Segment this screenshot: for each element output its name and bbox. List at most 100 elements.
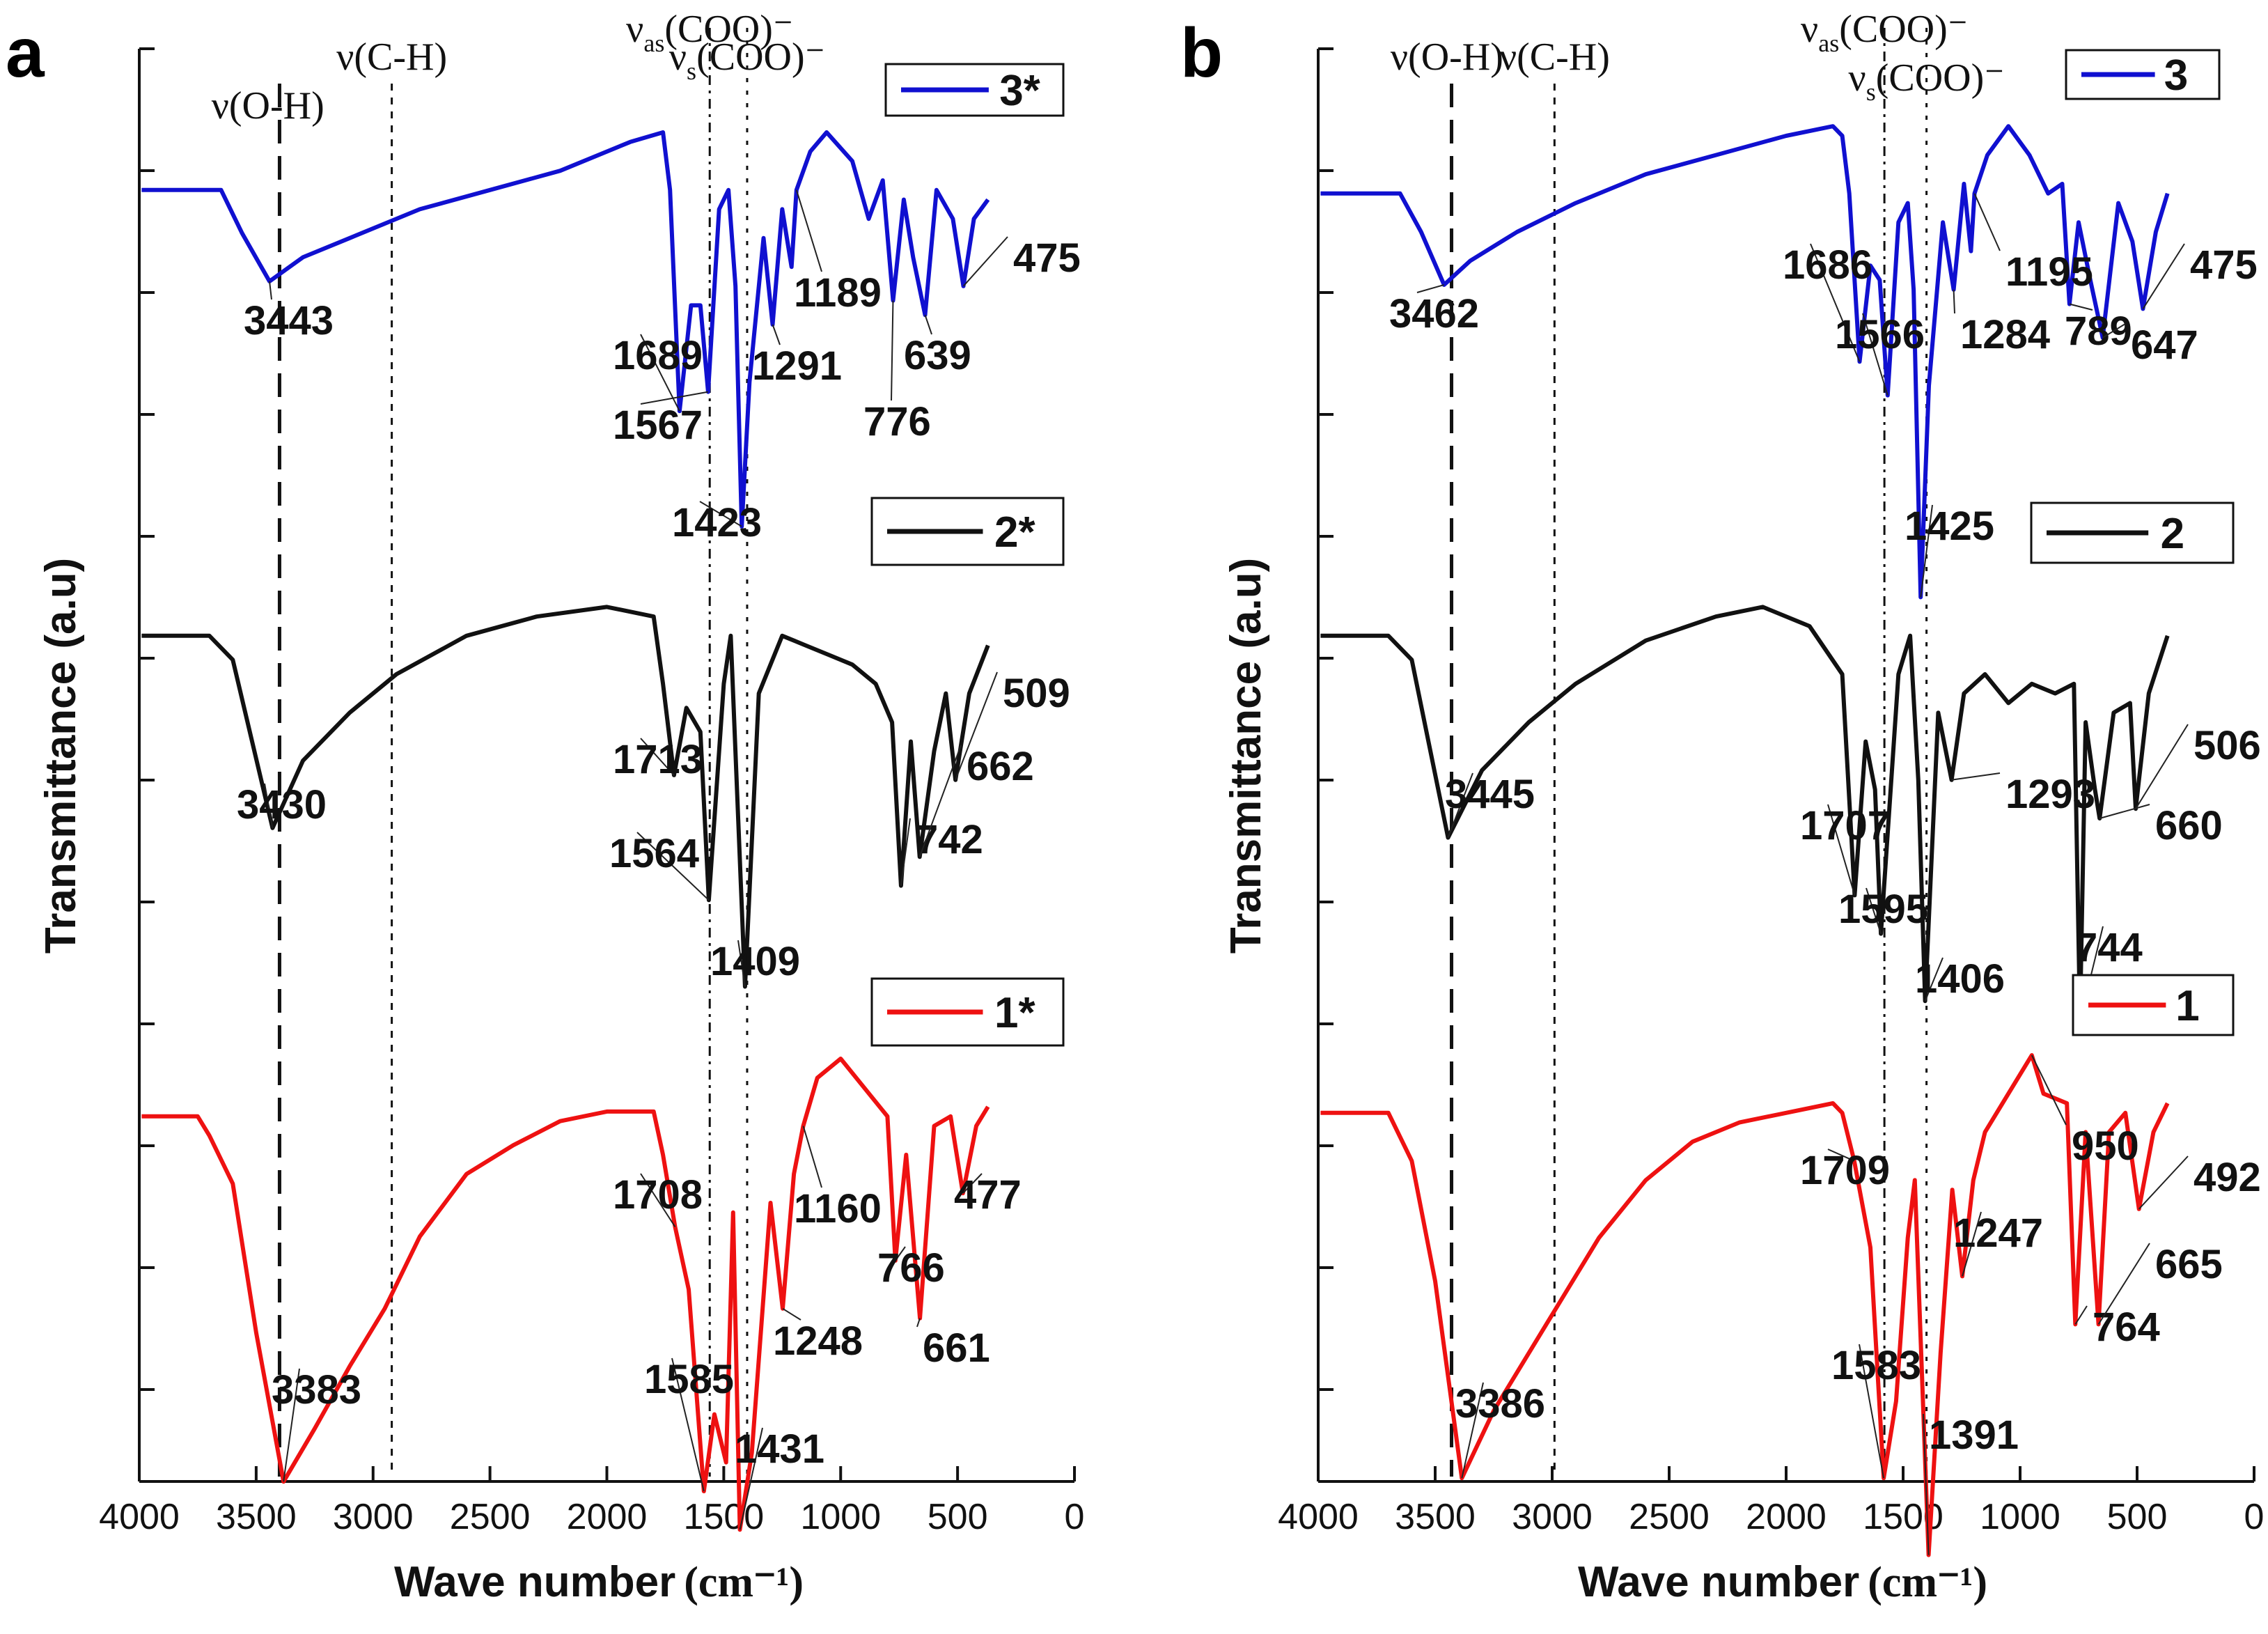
peak-label: 1195 xyxy=(2005,249,2093,295)
peak-leader-line xyxy=(1951,772,2001,781)
peak-label: 3445 xyxy=(1445,772,1535,817)
band-label-subscript: as xyxy=(1818,29,1839,57)
peak-label: 1564 xyxy=(609,831,699,876)
peak-leader-line xyxy=(1416,283,1445,293)
peak-label: 3383 xyxy=(272,1367,361,1413)
peak-label: 492 xyxy=(2193,1155,2261,1200)
panel-a-letter: a xyxy=(6,14,45,92)
band-label: νs(COO)⁻ xyxy=(1848,56,2004,106)
x-axis-title-main: Wave number xyxy=(394,1558,675,1606)
peak-leader-line xyxy=(1923,1413,1930,1555)
peak-leader-line xyxy=(2069,303,2093,311)
peak-leader-line xyxy=(962,1173,983,1194)
peak-leader-line xyxy=(640,391,709,405)
x-tick-label: 0 xyxy=(1065,1497,1085,1537)
peak-label: 3386 xyxy=(1455,1381,1545,1426)
band-label-symbol: ν xyxy=(626,8,643,51)
peak-label: 1689 xyxy=(613,333,703,378)
peak-label: 764 xyxy=(2093,1305,2160,1350)
band-label: νas(COO)⁻ xyxy=(1801,8,1968,57)
x-axis-title-unit: (cm⁻¹) xyxy=(1868,1559,1987,1606)
peak-leader-line xyxy=(802,1126,822,1188)
x-tick-label: 500 xyxy=(2107,1497,2168,1537)
peak-leader-line xyxy=(795,189,822,272)
x-tick-label: 2500 xyxy=(450,1497,531,1537)
peak-leader-line xyxy=(895,1246,906,1261)
peak-leader-line xyxy=(1810,243,1861,362)
x-tick-label: 4000 xyxy=(1278,1497,1359,1537)
x-tick-label: 2000 xyxy=(1746,1497,1827,1537)
band-label-group: (COO)⁻ xyxy=(1876,56,2005,100)
peak-leader-line xyxy=(772,324,781,345)
band-label-subscript: s xyxy=(687,57,696,85)
band-label-text: ν(O-H) xyxy=(212,84,324,127)
x-axis-title-unit: (cm⁻¹) xyxy=(684,1559,804,1606)
peak-leader-line xyxy=(918,745,962,857)
peak-leader-line xyxy=(1920,504,1933,598)
peak-leader-line xyxy=(2074,1305,2088,1325)
x-tick-label: 0 xyxy=(2244,1497,2265,1537)
peak-label: 1709 xyxy=(1800,1148,1890,1193)
band-label-symbol: ν xyxy=(1801,8,1818,51)
peak-leader-line xyxy=(1924,957,1944,1002)
legend-label: 2 xyxy=(2161,510,2184,558)
x-tick-label: 4000 xyxy=(99,1497,180,1537)
peak-label: 789 xyxy=(2065,309,2132,354)
band-label: ν(C-H) xyxy=(336,36,447,79)
band-label-subscript: s xyxy=(1866,78,1876,106)
peak-leader-line xyxy=(264,783,274,828)
peak-label: 1391 xyxy=(1929,1413,2019,1458)
peak-leader-line xyxy=(1862,313,1888,396)
peak-label: 1247 xyxy=(1953,1211,2043,1256)
peak-label: 776 xyxy=(863,399,931,444)
peak-label: 950 xyxy=(2072,1123,2139,1169)
peak-leader-line xyxy=(2142,243,2185,309)
band-label: ν(C-H) xyxy=(1499,36,1610,79)
peak-label: 1248 xyxy=(773,1318,863,1364)
x-tick-label: 500 xyxy=(928,1497,988,1537)
peak-leader-line xyxy=(900,818,911,886)
legend-label: 2* xyxy=(994,508,1035,557)
peak-label: 1293 xyxy=(2005,772,2095,817)
band-label-text: ν(C-H) xyxy=(1499,36,1610,79)
band-label-symbol: ν xyxy=(1848,56,1866,100)
peak-label: 1423 xyxy=(672,500,762,545)
panel-b: b 4000 3500 3000 2500 2000 1500 1000 500 0Transm… xyxy=(1180,8,2264,1606)
band-label-group: (COO)⁻ xyxy=(696,36,825,79)
peak-label: 1585 xyxy=(644,1357,734,1402)
series-line-1* xyxy=(141,1057,990,1532)
peak-label: 1713 xyxy=(613,737,703,782)
peak-leader-line xyxy=(1866,887,1882,934)
peak-label: 647 xyxy=(2131,322,2198,368)
peak-leader-line xyxy=(640,738,675,776)
peak-label: 475 xyxy=(1013,235,1081,281)
peak-label: 1406 xyxy=(1915,956,2005,1002)
band-label: ν(O-H) xyxy=(1391,36,1503,79)
peak-leader-line xyxy=(1973,193,2001,251)
peak-label: 1431 xyxy=(735,1426,824,1472)
band-label: νas(COO)⁻ xyxy=(626,8,793,57)
band-label-text: ν(O-H) xyxy=(1391,36,1503,79)
x-axis-title-main: Wave number xyxy=(1578,1558,1859,1606)
band-label-group: (COO)⁻ xyxy=(664,8,793,51)
x-tick-label: 3500 xyxy=(216,1497,297,1537)
x-tick-label: 1500 xyxy=(684,1497,765,1537)
peak-leader-line xyxy=(640,1173,676,1228)
peak-leader-line xyxy=(1827,804,1856,896)
series-line-2 xyxy=(1320,605,2170,1022)
panel-a: a 4000 3500 3000 2500 2000 1500 1000 500 0 Transm… xyxy=(6,8,1084,1606)
peak-label: 1409 xyxy=(710,939,800,984)
peak-label: 3462 xyxy=(1389,291,1479,336)
band-label: νs(COO)⁻ xyxy=(669,36,825,85)
panel-b-letter: b xyxy=(1180,14,1223,92)
x-axis-title: Wave number (cm⁻¹) xyxy=(1578,1558,1987,1606)
series-line-3* xyxy=(141,130,990,529)
legend-label: 1* xyxy=(994,989,1035,1037)
peak-label: 1160 xyxy=(794,1186,882,1231)
series-line-2* xyxy=(141,605,990,989)
peak-label: 509 xyxy=(1003,671,1070,716)
y-axis-title: Transmittance (a.u) xyxy=(37,558,85,954)
peak-label: 1566 xyxy=(1835,312,1925,357)
x-axis-title: Wave number (cm⁻¹) xyxy=(394,1558,804,1606)
x-tick-label: 3000 xyxy=(1512,1497,1593,1537)
